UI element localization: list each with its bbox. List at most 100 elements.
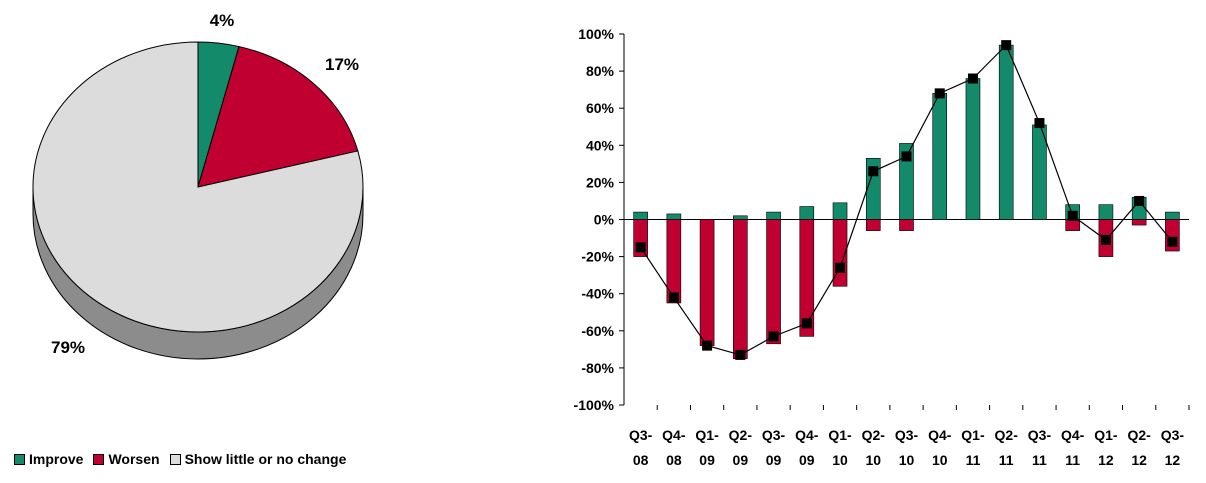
x-tick-label-year: 10 [899,452,915,468]
net-balance-marker [1167,236,1178,247]
legend-label-worsen: Worsen [108,451,160,467]
bar-improve [733,215,748,220]
pie-label-worsen: 17% [325,55,359,74]
bar-worsen [899,219,914,231]
net-balance-marker [768,331,779,342]
net-balance-marker [635,242,646,253]
bar-worsen [799,219,815,337]
y-tick-label: -60% [581,323,614,339]
x-tick-label-quarter: Q4- [662,427,686,443]
legend-swatch-improve [14,453,25,465]
x-tick-label-year: 09 [733,452,749,468]
x-tick-label-year: 10 [932,452,948,468]
pie-label-improve: 4% [210,11,235,30]
x-tick-label-year: 08 [666,452,682,468]
bar-improve [633,211,648,220]
legend-item-improve: Improve [14,451,83,467]
x-tick-label-year: 12 [1098,452,1114,468]
y-tick-label: 80% [586,63,615,79]
x-tick-label-year: 11 [999,452,1014,468]
bar-worsen [865,219,881,231]
x-tick-label-year: 12 [1131,452,1147,468]
pie-slice-worsen [197,45,359,188]
y-tick-label: -100% [574,397,615,413]
bar-improve [965,78,981,220]
bar-improve [766,211,781,220]
x-tick-label-quarter: Q3- [1028,427,1052,443]
net-balance-marker [735,349,746,360]
x-tick-label-quarter: Q2- [1127,427,1151,443]
y-tick-label: 100% [578,26,614,42]
pie-label-show-little-or-no-change: 79% [51,338,85,357]
pie-slice-show-little-or-no-change [32,41,364,333]
x-tick-label-quarter: Q1- [1094,427,1118,443]
x-tick-label-quarter: Q2- [995,427,1019,443]
x-tick-label-year: 10 [832,452,848,468]
x-tick-label-quarter: Q1- [961,427,985,443]
bar-improve [666,213,682,220]
x-tick-label-year: 08 [633,452,649,468]
x-tick-label-quarter: Q3- [762,427,786,443]
x-tick-label-year: 11 [1032,452,1047,468]
net-balance-marker [934,88,945,99]
x-tick-label-year: 11 [966,452,981,468]
x-tick-label-quarter: Q4- [795,427,819,443]
x-tick-label-year: 09 [766,452,782,468]
net-balance-marker [1134,195,1145,206]
net-balance-marker [1034,118,1045,129]
bar-improve [832,202,848,220]
bar-worsen [766,219,781,345]
pie-chart-svg: 4% 17% 79% [32,11,364,360]
bar-improve [998,44,1014,220]
bar-improve [799,206,815,220]
bar-improve [932,93,948,220]
net-balance-marker [702,340,713,351]
net-balance-marker [1067,210,1078,221]
net-balance-marker [668,292,679,303]
bar-improve [1032,124,1047,220]
x-tick-label-quarter: Q3- [895,427,919,443]
y-tick-label: -20% [581,249,614,265]
net-balance-marker [801,318,812,329]
x-tick-label-quarter: Q3- [1161,427,1185,443]
y-tick-label: -80% [581,360,614,376]
legend-swatch-worsen [93,453,105,465]
x-tick-label-year: 11 [1065,452,1080,468]
net-balance-marker [868,166,879,177]
bar-chart: 100% 80% 60% 40% 20% 0% -20% -40% -60% -80% -100% Q… [540,0,1206,478]
legend-swatch-nochange [169,453,181,465]
x-tick-label-year: 12 [1165,452,1181,468]
pie-chart: 4% 17% 79% [0,0,420,478]
net-balance-marker [1001,40,1012,51]
y-tick-label: 40% [586,137,615,153]
y-tick-label: 60% [586,100,615,116]
bar-improve [1165,211,1180,220]
x-tick-label-quarter: Q1- [828,427,852,443]
legend: Improve Worsen Show little or no change [14,450,356,468]
net-balance-marker [967,73,978,84]
x-tick-label-year: 09 [699,452,715,468]
bar-chart-svg: 100% 80% 60% 40% 20% 0% -20% -40% -60% -80% -100% Q… [574,26,1190,468]
x-tick-label-quarter: Q3- [629,427,653,443]
net-balance-marker [901,151,912,162]
legend-item-worsen: Worsen [93,451,160,467]
x-tick-label-year: 10 [865,452,881,468]
y-tick-label: 0% [594,212,615,228]
x-tick-label-year: 09 [799,452,815,468]
bar-improve [1098,204,1114,220]
y-tick-label: 20% [586,174,615,190]
bar-worsen [1065,219,1080,231]
legend-label-improve: Improve [29,451,84,467]
x-tick-label-quarter: Q2- [729,427,753,443]
net-balance-marker [1100,234,1111,245]
x-tick-label-quarter: Q1- [695,427,719,443]
bar-worsen [699,219,715,346]
bar-worsen [733,219,748,359]
bar-worsen [1131,219,1147,226]
x-tick-label-quarter: Q2- [862,427,886,443]
x-tick-label-quarter: Q4- [928,427,952,443]
legend-item-nochange: Show little or no change [169,451,347,467]
x-tick-label-quarter: Q4- [1061,427,1085,443]
legend-label-nochange: Show little or no change [184,451,347,467]
bar-worsen [666,219,682,304]
